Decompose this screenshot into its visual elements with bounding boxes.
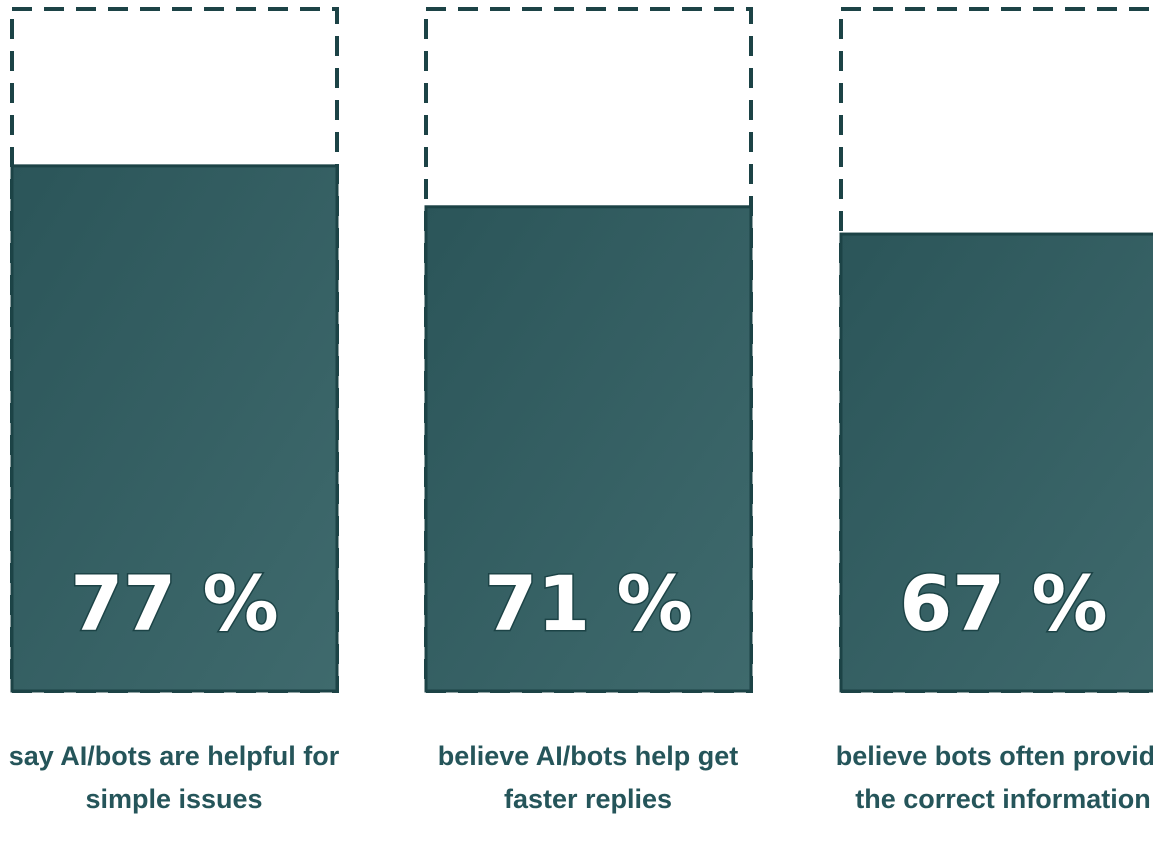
caption-correct-information: believe bots often provide the correct i…	[835, 741, 1153, 814]
bars-layer: 77 % 71 % 67 %	[10, 7, 1153, 693]
bar-value-label: 77 %	[70, 559, 278, 648]
caption-simple-issues: say AI/bots are helpful for simple issue…	[8, 741, 340, 814]
bar-simple-issues	[10, 164, 339, 693]
bar-correct-information	[839, 232, 1153, 693]
bar-group-faster-replies: 71 %	[424, 7, 753, 693]
bar-faster-replies	[424, 205, 753, 693]
bar-value-label: 71 %	[484, 559, 692, 648]
bar-group-simple-issues: 77 %	[10, 7, 339, 693]
caption-faster-replies: believe AI/bots help get faster replies	[437, 741, 739, 814]
bar-group-correct-information: 67 %	[839, 7, 1153, 693]
bar-value-label: 67 %	[899, 559, 1107, 648]
